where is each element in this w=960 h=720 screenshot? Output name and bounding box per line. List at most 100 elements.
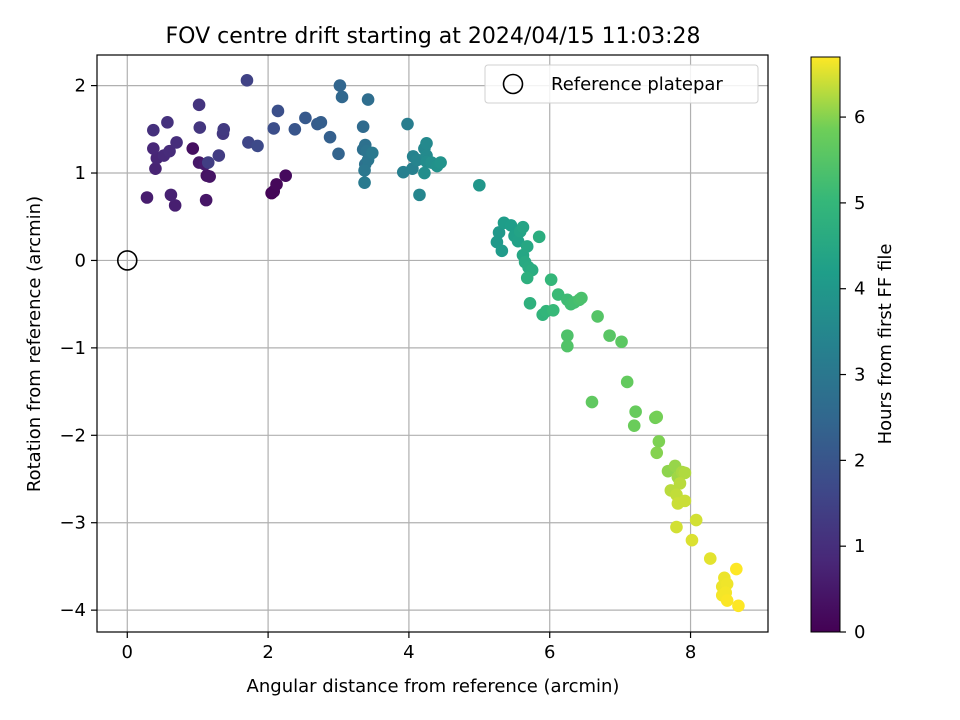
y-axis-label: Rotation from reference (arcmin) [24,196,45,492]
data-point [140,191,154,204]
colorbar-tick-label: 4 [854,279,865,300]
data-point [271,104,285,118]
data-point [366,146,379,160]
y-tick-label: 1 [75,163,86,184]
data-point [511,234,525,248]
data-point [730,562,743,576]
data-point [603,329,616,342]
data-point [544,273,558,286]
data-point [163,144,176,158]
data-point [267,122,281,135]
y-tick-label: −4 [59,600,86,621]
colorbar-tick-label: 3 [854,365,865,386]
data-point [170,136,183,149]
data-point [161,116,174,129]
data-point [333,79,347,92]
legend-label: Reference platepar [551,74,723,95]
data-point [361,93,375,106]
data-point [147,142,160,155]
y-tick-label: 0 [75,250,86,271]
data-point [147,123,160,137]
data-point [620,375,634,389]
data-point [575,291,588,305]
data-point [532,230,546,244]
data-point [434,156,447,169]
data-point [217,123,231,136]
data-point [418,166,431,180]
plot-frame [96,54,769,633]
reference-point [116,250,138,271]
data-point [615,335,628,349]
colorbar-tick-label: 1 [854,536,865,557]
y-axis-ticks: 2 1 0 −1 −2 −3 −4 [59,76,97,621]
data-point [314,116,328,129]
data-point [585,395,599,409]
data-point [199,193,213,207]
data-point [186,142,200,155]
data-point [546,303,560,317]
colorbar: 0 1 2 3 4 5 6 Hours from first FF file [810,56,896,643]
data-point [652,435,666,448]
data-point [201,156,215,169]
legend: Reference platepar [484,64,759,104]
x-tick-label: 6 [544,642,555,663]
chart-title: FOV centre drift starting at 2024/04/15 … [166,24,701,49]
data-point [413,188,426,202]
data-point [678,494,692,508]
y-tick-label: −3 [59,513,86,534]
x-tick-label: 4 [403,642,414,663]
y-tick-label: −2 [59,425,86,446]
data-point [240,74,254,87]
data-point [332,147,345,161]
data-point [689,513,703,527]
legend-box [484,64,759,104]
x-axis-ticks: 0 2 4 6 8 [122,632,696,663]
data-point [720,594,734,607]
data-point [673,477,687,490]
data-point [279,169,292,182]
data-point [520,240,534,253]
data-point [732,599,745,613]
data-point [504,219,518,232]
data-point [420,136,433,150]
data-point [299,111,312,125]
data-point [203,170,216,183]
data-point [523,296,537,310]
y-tick-label: 2 [75,76,86,97]
colorbar-tick-label: 0 [854,622,865,643]
data-point [335,90,349,104]
data-point [401,117,414,131]
data-point [629,405,642,418]
data-point [288,123,302,136]
data-point [251,139,264,153]
data-point [670,520,683,534]
data-point [212,149,226,162]
data-point [685,533,699,547]
data-point [678,466,692,480]
colorbar-ticks: 0 1 2 3 4 5 6 [840,107,865,643]
data-point [627,419,641,432]
data-point [168,199,182,212]
legend-marker [502,73,524,95]
data-point [358,176,371,189]
data-point [516,220,530,234]
data-point [703,552,717,565]
data-point [358,164,371,177]
data-point [591,310,604,323]
x-tick-label: 8 [685,642,696,663]
data-point [650,446,664,460]
data-point [356,120,370,133]
data-point [520,271,534,285]
data-point [323,130,337,144]
data-point [495,244,509,258]
y-tick-label: −1 [59,338,86,359]
data-points [140,74,745,613]
x-tick-label: 2 [262,642,273,663]
colorbar-gradient [810,56,841,633]
data-point [492,226,506,239]
colorbar-tick-label: 5 [854,193,865,214]
data-point [164,188,178,202]
data-point [192,98,206,112]
data-point [473,178,486,192]
